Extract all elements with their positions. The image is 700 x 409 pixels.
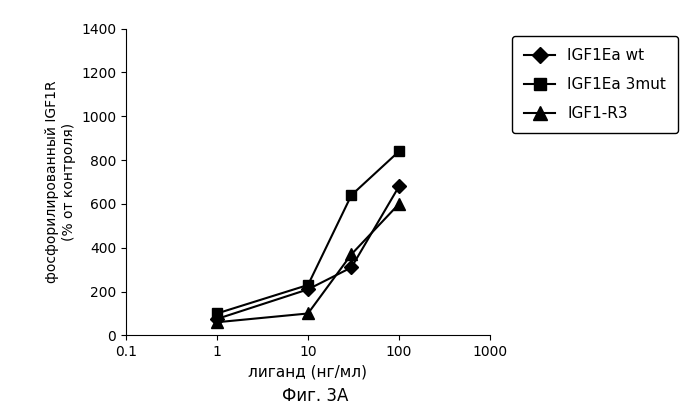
IGF1-R3 (213, 320, 221, 325)
Y-axis label: фосфорилированный IGF1R
(% от контроля): фосфорилированный IGF1R (% от контроля) (46, 81, 76, 283)
IGF1Ea wt (395, 184, 403, 189)
IGF1Ea wt (213, 317, 221, 321)
X-axis label: лиганд (нг/мл): лиганд (нг/мл) (248, 365, 368, 380)
Text: Фиг. 3A: Фиг. 3A (282, 387, 348, 405)
Line: IGF1Ea 3mut: IGF1Ea 3mut (212, 146, 404, 318)
IGF1-R3 (347, 252, 356, 257)
IGF1Ea 3mut (395, 149, 403, 154)
IGF1Ea wt (304, 287, 312, 292)
IGF1-R3 (395, 202, 403, 207)
Legend: IGF1Ea wt, IGF1Ea 3mut, IGF1-R3: IGF1Ea wt, IGF1Ea 3mut, IGF1-R3 (512, 36, 678, 133)
IGF1Ea 3mut (347, 193, 356, 198)
Line: IGF1-R3: IGF1-R3 (211, 198, 405, 328)
IGF1Ea 3mut (304, 283, 312, 288)
IGF1Ea 3mut (213, 311, 221, 316)
IGF1Ea wt (347, 265, 356, 270)
Line: IGF1Ea wt: IGF1Ea wt (212, 182, 404, 324)
IGF1-R3 (304, 311, 312, 316)
